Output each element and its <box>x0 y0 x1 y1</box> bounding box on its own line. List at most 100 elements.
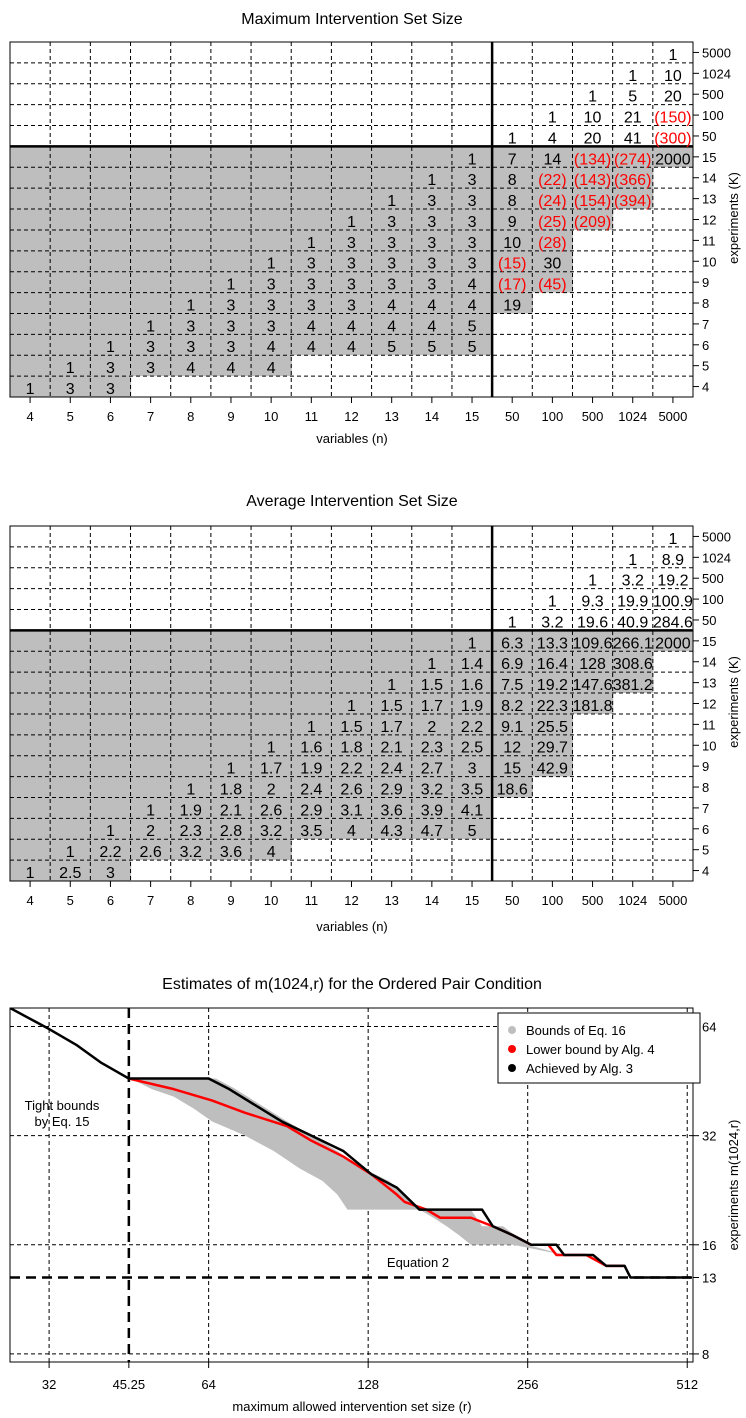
cell-value: 4 <box>347 823 356 840</box>
y-tick-label: 5 <box>702 843 709 858</box>
cell-bound-value: (45) <box>538 277 566 294</box>
cell-value: 4 <box>186 360 195 377</box>
shaded-cell-region <box>170 146 212 377</box>
shaded-cell-region <box>10 630 51 881</box>
cell-bound-value: (143) <box>574 172 611 189</box>
cell-value: 1 <box>307 235 316 252</box>
y-tick-label: 9 <box>702 759 709 774</box>
tight-bounds-label-1: Tight bounds <box>25 1098 100 1113</box>
cell-value: 4 <box>307 339 316 356</box>
shaded-cell-region <box>612 146 654 210</box>
table2-title: Average Intervention Set Size <box>246 493 457 510</box>
x-tick-label: 13 <box>384 409 398 424</box>
cell-value: 1 <box>427 656 436 673</box>
x-tick-label: 15 <box>465 409 479 424</box>
cell-value: 1.9 <box>461 698 483 715</box>
cell-value: 3 <box>186 339 195 356</box>
cell-value: 1 <box>106 339 115 356</box>
cell-value: 19 <box>503 297 521 314</box>
cell-value: 3.5 <box>461 781 483 798</box>
y-tick-label: 4 <box>702 864 709 879</box>
x-tick-label: 12 <box>344 893 358 908</box>
x-tick-label: 4 <box>26 409 33 424</box>
cell-value: 2000 <box>655 151 691 168</box>
cell-value: 3 <box>267 297 276 314</box>
y-tick-label: 8 <box>702 780 709 795</box>
shaded-cell-region <box>251 146 292 377</box>
cell-bound-value: (274) <box>614 151 651 168</box>
y-tick-label: 6 <box>702 822 709 837</box>
cell-value: 181.8 <box>573 698 613 715</box>
cell-value: 3 <box>106 865 115 882</box>
cell-value: 1.9 <box>180 802 202 819</box>
cell-value: 1 <box>588 573 597 590</box>
table2-grid: 4 5 6 7 8 9 10 11 12 13 14 15 50 100 500 1024 5000456789… <box>9 525 731 908</box>
cell-value: 1 <box>186 781 195 798</box>
cell-value: 2000 <box>655 635 691 652</box>
table2-ylabel: experiments (K) <box>726 656 741 748</box>
cell-value: 1 <box>66 844 75 861</box>
cell-value: 3 <box>387 256 396 273</box>
cell-value: 1.9 <box>300 761 322 778</box>
y-tick-label: 16 <box>702 1238 716 1253</box>
cell-value: 4 <box>347 318 356 335</box>
cell-value: 30 <box>543 256 561 273</box>
line-chart-xlabel: maximum allowed intervention set size (r… <box>232 1399 471 1414</box>
cell-value: 8 <box>508 193 517 210</box>
cell-value: 2.3 <box>180 823 202 840</box>
cell-value: 1.8 <box>340 740 362 757</box>
cell-value: 2 <box>146 823 155 840</box>
cell-value: 2.8 <box>220 823 242 840</box>
x-tick-label: 512 <box>676 1377 698 1392</box>
x-tick-label: 7 <box>147 893 154 908</box>
legend-label-alg4: Lower bound by Alg. 4 <box>526 1042 655 1057</box>
shaded-cell-region <box>130 630 172 861</box>
x-tick-label: 6 <box>107 893 114 908</box>
cell-value: 4 <box>227 360 236 377</box>
y-tick-label: 11 <box>702 233 716 248</box>
cell-value: 2.1 <box>220 802 242 819</box>
cell-value: 40.9 <box>617 614 648 631</box>
cell-value: 3 <box>146 360 155 377</box>
y-tick-label: 50 <box>702 129 716 144</box>
cell-value: 3 <box>468 193 477 210</box>
cell-value: 2 <box>267 781 276 798</box>
cell-value: 1.5 <box>381 698 403 715</box>
y-tick-label: 7 <box>702 317 709 332</box>
cell-value: 3 <box>307 277 316 294</box>
cell-value: 2.6 <box>260 802 282 819</box>
cell-value: 4.7 <box>421 823 443 840</box>
x-tick-label: 11 <box>305 409 319 424</box>
y-tick-label: 4 <box>702 380 709 395</box>
cell-value: 3.2 <box>622 573 644 590</box>
shaded-cell-region <box>492 146 533 314</box>
cell-value: 3 <box>387 277 396 294</box>
x-tick-label: 256 <box>517 1377 539 1392</box>
cell-value: 3 <box>106 360 115 377</box>
cell-value: 3 <box>468 172 477 189</box>
cell-value: 3 <box>347 297 356 314</box>
cell-value: 1 <box>146 802 155 819</box>
cell-value: 308.6 <box>613 656 653 673</box>
cell-value: 16.4 <box>537 656 568 673</box>
y-tick-label: 13 <box>702 192 716 207</box>
y-tick-label: 15 <box>702 634 716 649</box>
cell-value: 3 <box>186 318 195 335</box>
y-tick-label: 5 <box>702 359 709 374</box>
cell-value: 10 <box>584 110 602 127</box>
cell-value: 9.1 <box>501 719 523 736</box>
y-tick-label: 1024 <box>702 550 731 565</box>
cell-value: 3 <box>267 277 276 294</box>
cell-value: 1 <box>307 719 316 736</box>
shaded-cell-region <box>331 630 373 840</box>
cell-value: 2.2 <box>340 761 362 778</box>
x-tick-label: 5 <box>67 893 74 908</box>
y-tick-label: 14 <box>702 171 716 186</box>
x-tick-label: 10 <box>264 893 278 908</box>
cell-value: 4 <box>267 339 276 356</box>
cell-value: 1.5 <box>421 677 443 694</box>
series-line-achieved <box>10 1008 691 1279</box>
cell-value: 1 <box>106 823 115 840</box>
cell-value: 2.6 <box>139 844 161 861</box>
y-tick-label: 5000 <box>702 529 731 544</box>
